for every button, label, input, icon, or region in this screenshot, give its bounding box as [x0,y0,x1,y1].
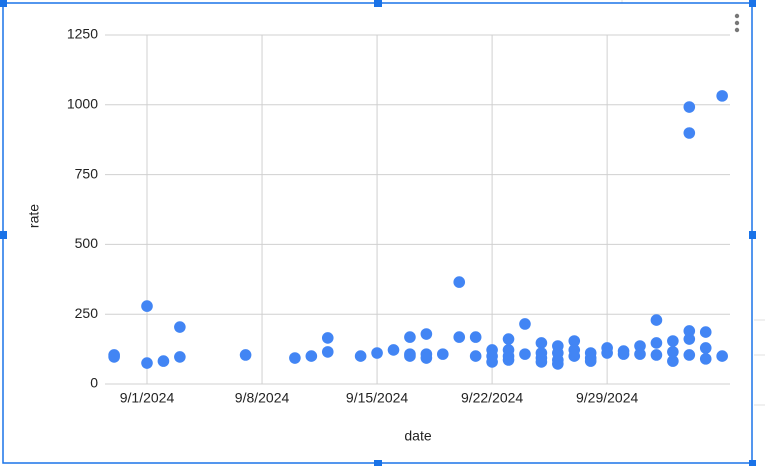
x-tick-label: 9/8/2024 [235,390,290,406]
point [502,354,515,366]
point [453,276,466,288]
point [699,342,712,354]
x-axis-title: date [404,428,431,444]
point [584,355,597,367]
point [716,350,728,362]
point [239,349,252,361]
chart-menu[interactable] [734,13,740,33]
point [387,344,400,356]
point [634,348,646,360]
y-tick-label: 0 [90,375,98,391]
point [321,332,334,344]
point [404,331,416,343]
point [552,358,564,370]
y-tick-label: 250 [75,305,99,321]
sheet-cells [621,0,765,406]
point [174,351,186,363]
y-axis-title: rate [26,204,42,228]
point [502,333,515,345]
point [174,321,186,333]
y-tick-label: 1000 [67,96,98,112]
point [420,328,433,340]
point [453,331,466,343]
x-tick-label: 9/29/2024 [576,390,638,406]
point [469,331,482,343]
point [650,349,663,361]
point [667,346,679,358]
point [404,350,416,362]
point [141,300,153,312]
point [420,352,433,364]
point [157,355,170,367]
point [289,352,301,364]
point [716,90,728,102]
x-tick-label: 9/15/2024 [346,390,408,406]
point [469,350,482,362]
point [141,357,153,369]
point [650,337,663,349]
point [683,333,696,345]
x-tick-label: 9/22/2024 [461,390,523,406]
point [634,340,646,352]
y-tick-label: 500 [75,235,99,251]
point [568,335,581,347]
point [437,348,449,360]
point [650,314,663,326]
point [535,356,548,368]
point [683,127,696,139]
point [486,356,498,368]
point [683,101,696,113]
y-tick-label: 750 [75,165,99,181]
point [683,349,696,361]
point [519,318,531,330]
point [108,351,120,363]
point [321,346,334,358]
point [568,350,581,362]
point [601,347,613,359]
point [371,347,383,359]
point [667,355,679,367]
point [699,326,712,338]
point [305,350,318,362]
point [699,353,712,365]
x-tick-label: 9/1/2024 [120,390,175,406]
point [683,325,696,337]
point [617,348,630,360]
point [354,350,367,362]
y-tick-label: 1250 [67,26,98,42]
point [535,337,548,349]
point [667,335,679,347]
point [519,348,531,360]
